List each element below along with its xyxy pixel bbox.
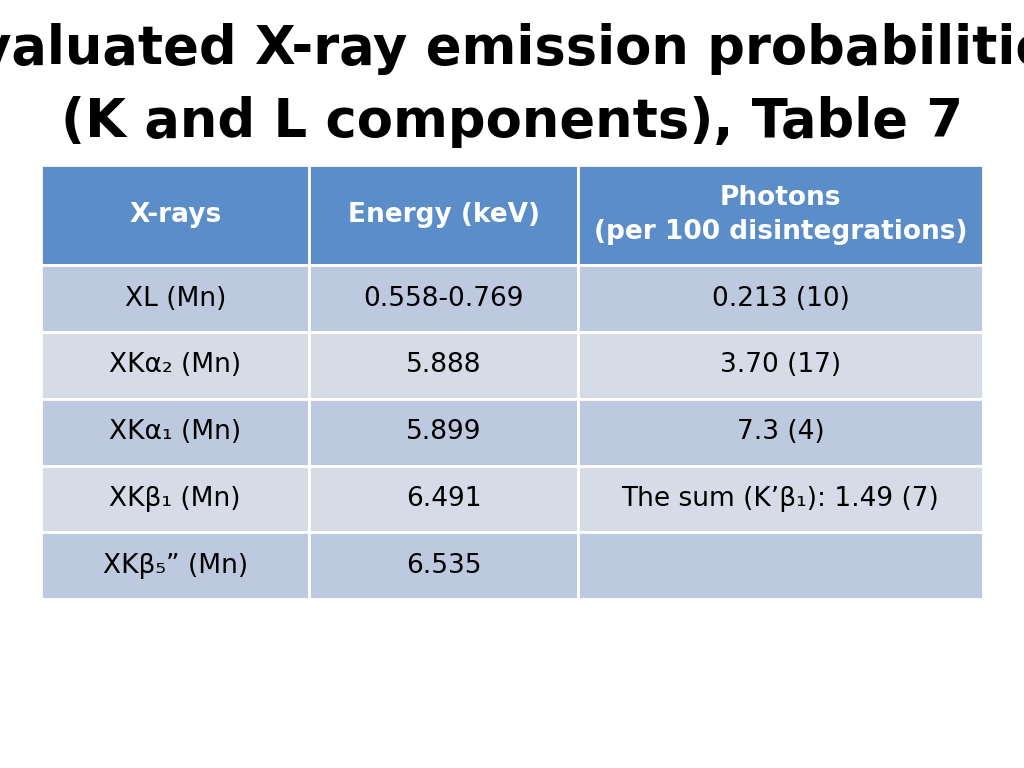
Text: The sum (K’β₁): 1.49 (7): The sum (K’β₁): 1.49 (7) <box>622 486 939 512</box>
Text: 0.558-0.769: 0.558-0.769 <box>364 286 524 312</box>
Text: 0.213 (10): 0.213 (10) <box>712 286 850 312</box>
Text: X-rays: X-rays <box>129 202 221 228</box>
Text: 5.888: 5.888 <box>406 353 481 379</box>
Text: Evaluated X-ray emission probabilities: Evaluated X-ray emission probabilities <box>0 23 1024 75</box>
Text: (K and L components), Table 7: (K and L components), Table 7 <box>61 96 963 148</box>
Text: XKα₁ (Mn): XKα₁ (Mn) <box>110 419 242 445</box>
Text: 3.70 (17): 3.70 (17) <box>720 353 841 379</box>
Text: 6.535: 6.535 <box>406 553 481 578</box>
Text: 6.491: 6.491 <box>406 486 481 512</box>
Text: XKα₂ (Mn): XKα₂ (Mn) <box>110 353 242 379</box>
Text: 7.3 (4): 7.3 (4) <box>736 419 824 445</box>
Text: XKβ₅” (Mn): XKβ₅” (Mn) <box>102 553 248 578</box>
Text: 5.899: 5.899 <box>406 419 481 445</box>
Text: XKβ₁ (Mn): XKβ₁ (Mn) <box>110 486 241 512</box>
Text: XL (Mn): XL (Mn) <box>125 286 226 312</box>
Text: Photons
(per 100 disintegrations): Photons (per 100 disintegrations) <box>594 185 968 245</box>
Text: Energy (keV): Energy (keV) <box>348 202 540 228</box>
